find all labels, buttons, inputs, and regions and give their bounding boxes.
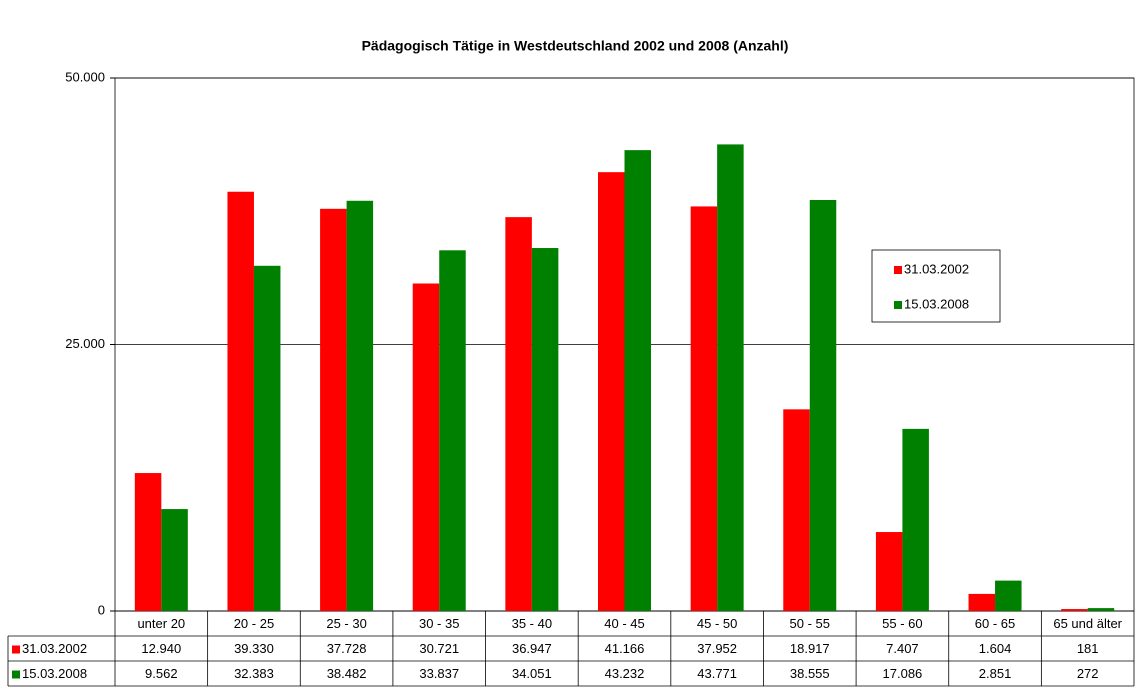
table-series-name: 15.03.2008 [22, 666, 87, 681]
table-value: 33.837 [419, 666, 459, 681]
bar [346, 200, 374, 612]
x-tick-label: 40 - 45 [604, 616, 644, 631]
bar [134, 473, 162, 611]
bar [902, 428, 929, 611]
bar [624, 150, 651, 611]
table-value: 37.952 [697, 641, 737, 656]
bar [227, 191, 254, 612]
bar [875, 532, 903, 611]
table-value: 181 [1077, 641, 1099, 656]
table-value: 9.562 [145, 666, 178, 681]
bar [598, 172, 625, 611]
x-tick-label: 55 - 60 [882, 616, 922, 631]
table-value: 272 [1077, 666, 1099, 681]
table-value: 43.232 [605, 666, 645, 681]
chart-title: Pädagogisch Tätige in Westdeutschland 20… [362, 38, 789, 54]
x-tick-label: 60 - 65 [975, 616, 1015, 631]
bar [320, 208, 347, 611]
x-tick-label: 35 - 40 [512, 616, 552, 631]
bar [690, 206, 718, 611]
table-value: 7.407 [886, 641, 919, 656]
table-value: 34.051 [512, 666, 552, 681]
bar [717, 144, 744, 612]
legend-label: 15.03.2008 [904, 296, 969, 311]
x-tick-label: 30 - 35 [419, 616, 459, 631]
legend-key [894, 301, 902, 309]
bar [995, 580, 1022, 611]
table-value: 36.947 [512, 641, 552, 656]
bar [783, 409, 810, 611]
table-value: 39.330 [234, 641, 274, 656]
x-tick-label: 50 - 55 [790, 616, 830, 631]
bar [809, 200, 837, 611]
x-tick-label: 25 - 30 [326, 616, 366, 631]
bar [1087, 608, 1115, 611]
legend-label: 31.03.2002 [904, 261, 969, 276]
table-legend-key [12, 645, 20, 654]
table-value: 2.851 [979, 666, 1012, 681]
legend-key [894, 266, 902, 274]
table-value: 43.771 [697, 666, 737, 681]
table-value: 18.917 [790, 641, 830, 656]
bar [439, 250, 466, 611]
table-value: 30.721 [419, 641, 459, 656]
bar [1061, 609, 1088, 611]
bar [968, 593, 996, 611]
table-value: 37.728 [327, 641, 367, 656]
bar [505, 217, 532, 612]
legend [871, 249, 1001, 323]
bar [253, 265, 281, 611]
bar [531, 248, 559, 611]
table-value: 38.555 [790, 666, 830, 681]
bar [161, 509, 188, 611]
x-tick-label: 65 und älter [1053, 616, 1122, 631]
table-value: 1.604 [979, 641, 1012, 656]
table-value: 32.383 [234, 666, 274, 681]
x-tick-label: 45 - 50 [697, 616, 737, 631]
table-series-name: 31.03.2002 [22, 641, 87, 656]
table-value: 38.482 [327, 666, 367, 681]
table-value: 17.086 [883, 666, 923, 681]
y-tick-label: 25.000 [65, 336, 105, 351]
x-tick-label: 20 - 25 [234, 616, 274, 631]
x-tick-label: unter 20 [137, 616, 185, 631]
y-tick-label: 50.000 [65, 69, 105, 84]
y-tick-label: 0 [98, 602, 105, 617]
bar [412, 283, 440, 611]
table-value: 41.166 [605, 641, 645, 656]
table-value: 12.940 [141, 641, 181, 656]
table-legend-key [12, 670, 20, 679]
